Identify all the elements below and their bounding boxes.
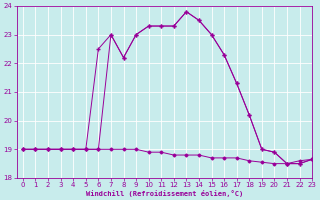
X-axis label: Windchill (Refroidissement éolien,°C): Windchill (Refroidissement éolien,°C): [86, 190, 243, 197]
